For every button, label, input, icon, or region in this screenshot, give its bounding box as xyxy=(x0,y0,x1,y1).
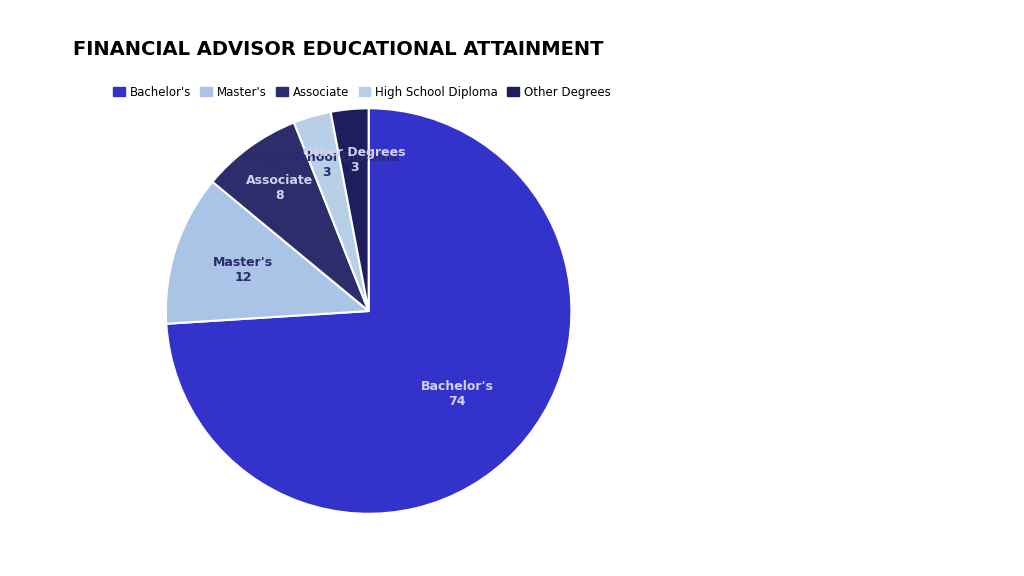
Text: High School Diploma
3: High School Diploma 3 xyxy=(254,151,398,179)
Wedge shape xyxy=(294,112,369,311)
Legend: Bachelor's, Master's, Associate, High School Diploma, Other Degrees: Bachelor's, Master's, Associate, High Sc… xyxy=(109,81,615,103)
Text: Other Degrees
3: Other Degrees 3 xyxy=(303,146,406,173)
Wedge shape xyxy=(166,182,369,324)
Text: Master's
12: Master's 12 xyxy=(213,256,273,285)
Wedge shape xyxy=(166,108,571,514)
Wedge shape xyxy=(212,123,369,311)
Text: Associate
8: Associate 8 xyxy=(246,174,313,202)
Wedge shape xyxy=(331,108,369,311)
Text: Bachelor's
74: Bachelor's 74 xyxy=(421,380,494,408)
Text: FINANCIAL ADVISOR EDUCATIONAL ATTAINMENT: FINANCIAL ADVISOR EDUCATIONAL ATTAINMENT xyxy=(73,40,603,59)
